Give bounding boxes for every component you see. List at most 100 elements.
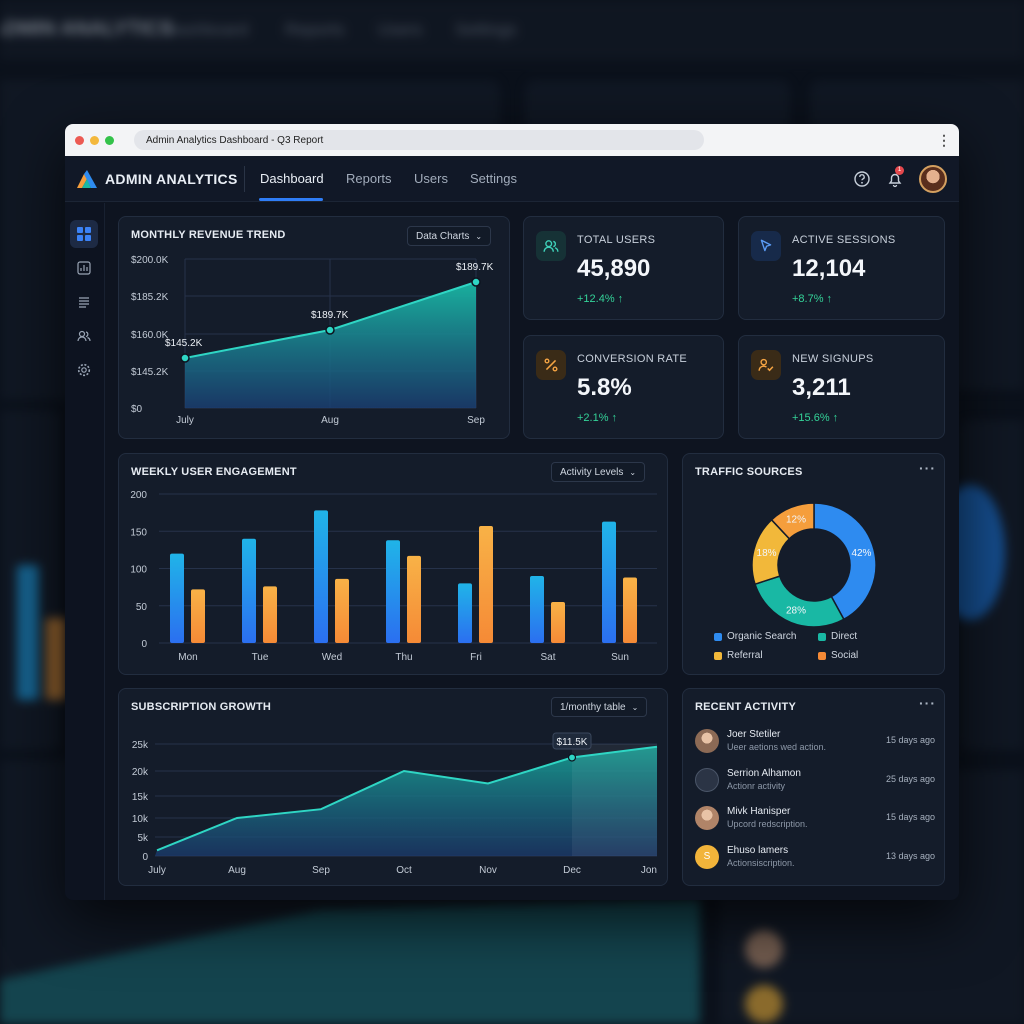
browser-menu-icon[interactable]: ⋮ <box>937 131 951 148</box>
sidebar-users[interactable] <box>70 322 98 350</box>
kpi-delta: +2.1% ↑ <box>577 412 618 424</box>
traffic-title: TRAFFIC SOURCES <box>695 466 803 478</box>
data-point <box>567 753 577 762</box>
bar-series-1 <box>602 521 616 643</box>
nav-settings[interactable]: Settings <box>470 171 517 186</box>
slice-label: 28% <box>786 606 806 617</box>
bg-nav-dashboard: Dashboard <box>165 20 249 39</box>
kpi-conversion-rate: CONVERSION RATE 5.8% +2.1% ↑ <box>523 335 724 439</box>
chevron-down-icon: ⌄ <box>631 702 639 712</box>
data-point <box>180 353 190 363</box>
logo-icon <box>77 170 97 188</box>
sidebar-settings[interactable] <box>70 356 98 384</box>
revenue-chart: $0$145.2K$160.0K$185.2K$200.0K$145.2K$18… <box>131 255 494 426</box>
activity-time: 15 days ago <box>885 735 935 745</box>
kpi-label: NEW SIGNUPS <box>792 353 874 365</box>
kpi-delta: +15.6% ↑ <box>792 412 839 424</box>
y-tick-label: 100 <box>130 565 147 576</box>
kpi-total-users: TOTAL USERS 45,890 +12.4% ↑ <box>523 216 724 320</box>
activity-card: RECENT ACTIVITY ··· Joer Stetiler Ueer ae… <box>682 688 945 886</box>
app-window: Admin Analytics Dashboard - Q3 Report ⋮ … <box>65 124 959 900</box>
activity-item[interactable]: Joer Stetiler Ueer aetions wed action. 15 … <box>695 727 935 759</box>
traffic-card: TRAFFIC SOURCES ··· 42% 28% 18% 12% Organic… <box>682 453 945 675</box>
subscription-dropdown[interactable]: 1/monthy table ⌄ <box>551 697 648 717</box>
activity-time: 13 days ago <box>885 850 935 861</box>
nav-dashboard[interactable]: Dashboard <box>260 171 324 186</box>
revenue-dropdown[interactable]: Data Charts ⌄ <box>407 226 492 246</box>
y-tick-label: $145.2K <box>131 367 169 378</box>
y-tick-label: 20k <box>132 767 149 778</box>
more-options-icon[interactable]: ··· <box>919 460 936 476</box>
area-fill <box>185 282 476 408</box>
active-nav-indicator <box>259 198 323 201</box>
highlight-region <box>572 744 657 856</box>
kpi-label: ACTIVE SESSIONS <box>792 234 896 246</box>
bar-series-1 <box>530 575 544 643</box>
callout-box <box>552 732 592 750</box>
legend-label: Organic Search <box>727 631 797 642</box>
x-tick-label: Thu <box>395 652 412 663</box>
nav-users[interactable]: Users <box>414 171 448 186</box>
sidebar-charts[interactable] <box>70 254 98 282</box>
legend-item: Social <box>818 650 858 661</box>
address-bar[interactable]: Admin Analytics Dashboard - Q3 Report <box>134 130 704 150</box>
pie-slice <box>770 502 815 540</box>
data-point <box>471 277 481 287</box>
subscription-dropdown-label: 1/monthy table <box>560 701 626 713</box>
x-tick-label: Jon <box>641 865 657 876</box>
legend-label: Social <box>831 650 859 661</box>
area-fill <box>155 746 657 856</box>
slice-label: 18% <box>757 548 777 559</box>
x-tick-label: Tue <box>252 652 269 663</box>
x-tick-label: Mon <box>178 652 197 663</box>
legend-label: Direct <box>831 631 858 642</box>
sidebar-dashboard[interactable] <box>70 220 98 248</box>
kpi-value: 12,104 <box>792 255 866 282</box>
x-tick-label: Wed <box>322 652 342 663</box>
slice-label: 12% <box>786 514 806 525</box>
maximize-window-icon[interactable] <box>105 135 114 145</box>
y-tick-label: 0 <box>141 639 147 650</box>
bar-series-1 <box>314 510 328 643</box>
bg-nav-users: Users <box>378 20 423 39</box>
sidebar-list[interactable] <box>70 288 98 316</box>
chart-icon <box>77 261 91 275</box>
y-tick-label: $160.0K <box>131 330 169 341</box>
activity-name: Mivk Hanisper <box>727 806 791 817</box>
close-window-icon[interactable] <box>75 135 84 145</box>
legend-label: Referral <box>727 650 763 661</box>
data-label: $189.7K <box>456 262 494 273</box>
bar-series-2 <box>479 526 493 643</box>
activity-item[interactable]: Serrion Alhamon Actionr activity 25 days a… <box>695 766 935 798</box>
x-tick-label: Sun <box>611 652 629 663</box>
notifications-icon[interactable] <box>885 169 905 189</box>
activity-time: 25 days ago <box>885 773 935 784</box>
pie-slice <box>754 575 845 628</box>
callout-label: $11.5K <box>557 737 588 748</box>
y-tick-label: 50 <box>136 602 148 613</box>
engagement-title: WEEKLY USER ENGAGEMENT <box>131 466 297 478</box>
legend-item: Referral <box>714 650 763 661</box>
minimize-window-icon[interactable] <box>90 135 99 145</box>
data-point <box>325 325 335 335</box>
help-icon[interactable] <box>852 169 872 189</box>
legend-item: Organic Search <box>714 631 796 642</box>
y-tick-label: $200.0K <box>131 255 169 266</box>
activity-item[interactable]: Mivk Hanisper Upcord redscription. 15 days… <box>695 804 935 836</box>
bar-series-1 <box>170 553 184 643</box>
revenue-card: MONTHLY REVENUE TREND Data Charts ⌄ $0 $1… <box>118 216 510 439</box>
kpi-value: 5.8% <box>577 374 632 401</box>
activity-description: Upcord redscription. <box>727 819 808 829</box>
y-tick-label: 25k <box>132 740 149 751</box>
user-avatar[interactable] <box>919 165 947 193</box>
engagement-chart: 0 50 100 150 200 Mon Tue Wed Thu Fri Sat Sun <box>130 490 657 663</box>
subscription-card: SUBSCRIPTION GROWTH 1/monthy table ⌄ 0 5k… <box>118 688 668 886</box>
x-tick-label: Nov <box>479 865 497 876</box>
x-tick-label: Aug <box>228 865 246 876</box>
engagement-dropdown[interactable]: Activity Levels ⌄ <box>551 462 646 482</box>
activity-item[interactable]: S Ehuso lamers Actionsiscription. 13 days a… <box>695 843 935 875</box>
more-options-icon[interactable]: ··· <box>919 695 936 711</box>
nav-reports[interactable]: Reports <box>346 171 392 186</box>
y-tick-label: 15k <box>132 792 149 803</box>
window-chrome: Admin Analytics Dashboard - Q3 Report ⋮ <box>65 124 959 156</box>
